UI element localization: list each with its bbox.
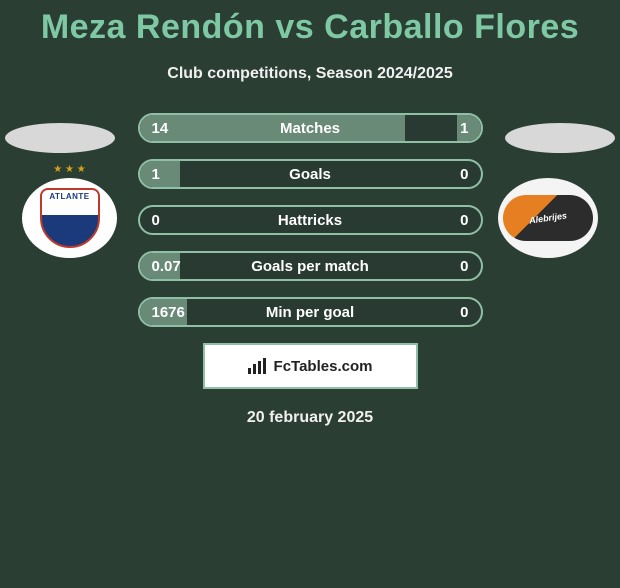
chart-icon	[248, 358, 268, 374]
stat-label: Goals	[289, 166, 331, 183]
stat-value-right: 0	[460, 166, 468, 183]
club-stars-icon: ★ ★ ★	[53, 164, 85, 175]
comparison-panel: ★ ★ ★ ATLANTE Alebrijes 14 Matches 1 1 Goals…	[0, 113, 620, 427]
date-label: 20 february 2025	[0, 409, 620, 427]
stat-value-left: 14	[152, 120, 169, 137]
brand-box[interactable]: FcTables.com	[203, 343, 418, 389]
stat-fill-left	[140, 115, 406, 141]
stats-list: 14 Matches 1 1 Goals 0 0 Hattricks 0 0.07 Goals pe…	[138, 113, 483, 327]
page-title: Meza Rendón vs Carballo Flores	[0, 8, 620, 47]
subtitle: Club competitions, Season 2024/2025	[0, 65, 620, 83]
club-left-label: ATLANTE	[49, 192, 89, 201]
stat-row: 0 Hattricks 0	[138, 205, 483, 235]
stat-value-left: 0	[152, 212, 160, 229]
club-badge-right: Alebrijes	[498, 178, 598, 258]
brand-text: FcTables.com	[274, 358, 373, 375]
stat-label: Hattricks	[278, 212, 342, 229]
stat-value-left: 0.07	[152, 258, 181, 275]
stat-label: Min per goal	[266, 304, 354, 321]
stat-label: Matches	[280, 120, 340, 137]
stat-value-right: 1	[460, 120, 468, 137]
stat-row: 1 Goals 0	[138, 159, 483, 189]
stat-fill-left	[140, 161, 181, 187]
club-badge-left: ★ ★ ★ ATLANTE	[22, 178, 117, 258]
player-left-avatar	[5, 123, 115, 153]
stat-value-right: 0	[460, 258, 468, 275]
stat-value-left: 1676	[152, 304, 185, 321]
stat-row: 0.07 Goals per match 0	[138, 251, 483, 281]
club-right-label: Alebrijes	[528, 210, 567, 225]
stat-value-right: 0	[460, 304, 468, 321]
stat-label: Goals per match	[251, 258, 369, 275]
player-right-avatar	[505, 123, 615, 153]
stat-value-right: 0	[460, 212, 468, 229]
stat-value-left: 1	[152, 166, 160, 183]
stat-row: 1676 Min per goal 0	[138, 297, 483, 327]
stat-row: 14 Matches 1	[138, 113, 483, 143]
